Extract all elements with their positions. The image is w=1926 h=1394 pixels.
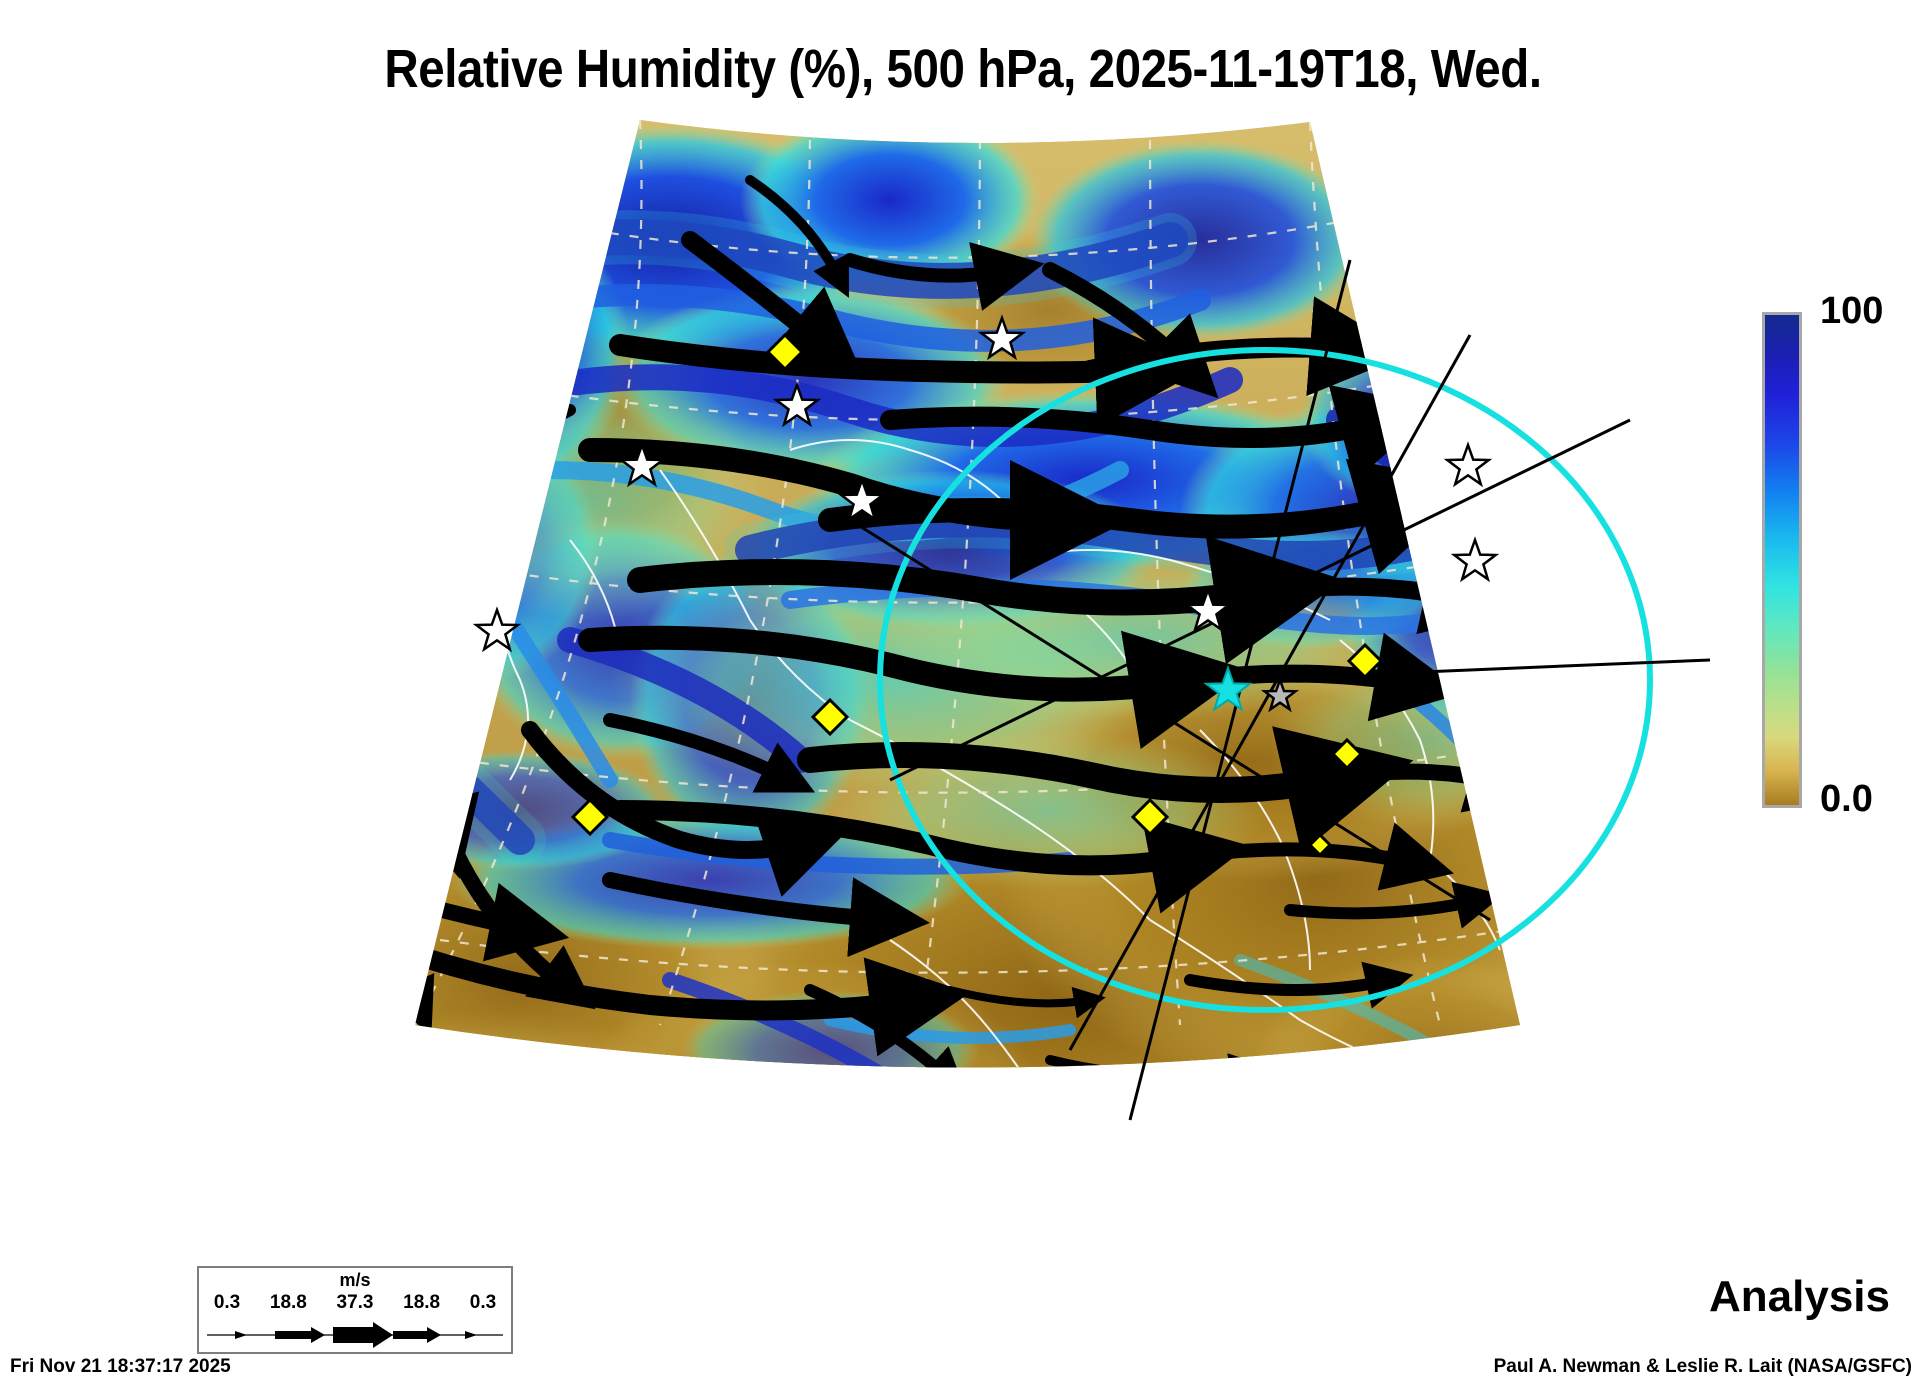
wind-tick-0: 0.3	[213, 1292, 241, 1313]
station-star[interactable]	[472, 314, 1500, 713]
wind-legend-arrows	[207, 1322, 503, 1348]
colorbar-min-label: 0.0	[1820, 778, 1873, 820]
relative-humidity-map[interactable]	[190, 120, 1750, 1250]
colorbar-max-label: 100	[1820, 290, 1884, 332]
wind-legend-units: m/s	[339, 1270, 371, 1290]
humidity-field	[415, 120, 1520, 1068]
map-panel[interactable]	[190, 120, 1750, 1250]
render-timestamp: Fri Nov 21 18:37:17 2025	[10, 1356, 231, 1377]
page-title: Relative Humidity (%), 500 hPa, 2025-11-…	[384, 39, 1542, 99]
colorbar: 100 0.0	[1762, 290, 1922, 820]
wind-tick-2: 37.3	[336, 1292, 374, 1313]
range-ring-overlay	[849, 259, 1711, 1121]
colorbar-gradient	[1762, 312, 1802, 808]
range-ring	[877, 347, 1653, 1013]
author-credit: Paul A. Newman & Leslie R. Lait (NASA/GS…	[1493, 1356, 1912, 1377]
station-markers[interactable]	[472, 314, 1500, 858]
range-ring-center-star[interactable]	[1203, 665, 1253, 712]
wind-tick-1: 18.8	[269, 1292, 307, 1313]
wind-speed-legend: m/s 0.3 18.8 37.3 18.8 0.3	[197, 1266, 513, 1354]
analysis-label: Analysis	[1709, 1272, 1890, 1321]
station-diamond[interactable]	[570, 332, 1384, 858]
wind-tick-3: 18.8	[403, 1292, 441, 1313]
radial-tracks	[849, 259, 1711, 1121]
wind-tick-4: 0.3	[469, 1292, 497, 1313]
wind-legend-ticks: 0.3 18.8 37.3 18.8 0.3	[199, 1292, 511, 1314]
